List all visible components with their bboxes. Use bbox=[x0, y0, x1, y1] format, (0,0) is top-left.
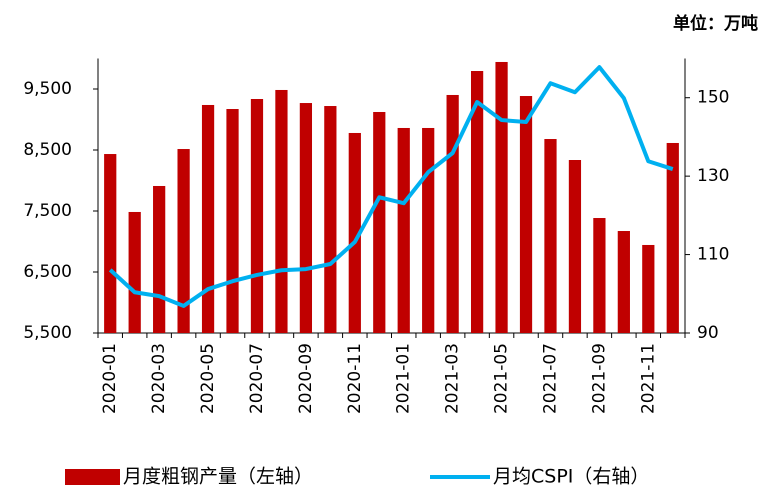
bar bbox=[568, 160, 582, 333]
y2-tick-label: 90 bbox=[697, 323, 719, 343]
x-tick-label: 2020-07 bbox=[247, 343, 267, 414]
y-tick-label: 9,500 bbox=[23, 79, 72, 99]
bar bbox=[470, 71, 484, 333]
x-tick-label: 2021-09 bbox=[589, 343, 609, 414]
y2-tick-label: 110 bbox=[697, 245, 729, 265]
bar bbox=[250, 99, 264, 333]
bar bbox=[324, 106, 337, 333]
bar bbox=[153, 185, 166, 333]
bar bbox=[397, 127, 410, 333]
bar bbox=[495, 61, 508, 334]
bar bbox=[275, 89, 288, 333]
bar bbox=[422, 127, 435, 333]
y-tick-label: 8,500 bbox=[23, 140, 72, 160]
bar bbox=[666, 142, 679, 333]
x-tick-label: 2020-11 bbox=[345, 343, 365, 414]
bar bbox=[593, 218, 606, 333]
x-tick-label: 2021-01 bbox=[394, 343, 414, 414]
x-tick-label: 2021-07 bbox=[540, 343, 560, 414]
y2-tick-label: 150 bbox=[697, 88, 729, 108]
bar bbox=[128, 211, 141, 333]
legend-label: 月均CSPI（右轴） bbox=[493, 466, 649, 488]
bar bbox=[617, 231, 630, 333]
bar bbox=[519, 96, 533, 333]
bar bbox=[373, 111, 386, 333]
bar bbox=[544, 139, 557, 333]
bar bbox=[104, 154, 117, 333]
line bbox=[108, 65, 674, 308]
y-tick-label: 7,500 bbox=[23, 201, 72, 221]
bar bbox=[299, 103, 313, 333]
bar bbox=[348, 132, 361, 333]
legend-swatch bbox=[65, 469, 120, 485]
x-tick-label: 2021-11 bbox=[638, 343, 658, 414]
unit-label: 单位：万吨 bbox=[673, 13, 758, 34]
y-tick-label: 6,500 bbox=[23, 262, 72, 282]
x-tick-label: 2020-03 bbox=[149, 343, 169, 414]
bar bbox=[201, 104, 215, 334]
bar bbox=[177, 149, 190, 333]
x-tick-label: 2021-05 bbox=[492, 343, 512, 414]
x-tick-label: 2020-01 bbox=[100, 343, 120, 414]
x-tick-label: 2021-03 bbox=[443, 343, 463, 414]
bar bbox=[226, 109, 239, 334]
x-tick-label: 2020-05 bbox=[198, 343, 218, 414]
y2-tick-label: 130 bbox=[697, 166, 729, 186]
y-tick-label: 5,500 bbox=[23, 323, 72, 343]
legend-label: 月度粗钢产量（左轴） bbox=[123, 466, 313, 488]
x-tick-label: 2020-09 bbox=[296, 343, 316, 414]
bar bbox=[642, 244, 655, 333]
bar bbox=[446, 94, 459, 333]
